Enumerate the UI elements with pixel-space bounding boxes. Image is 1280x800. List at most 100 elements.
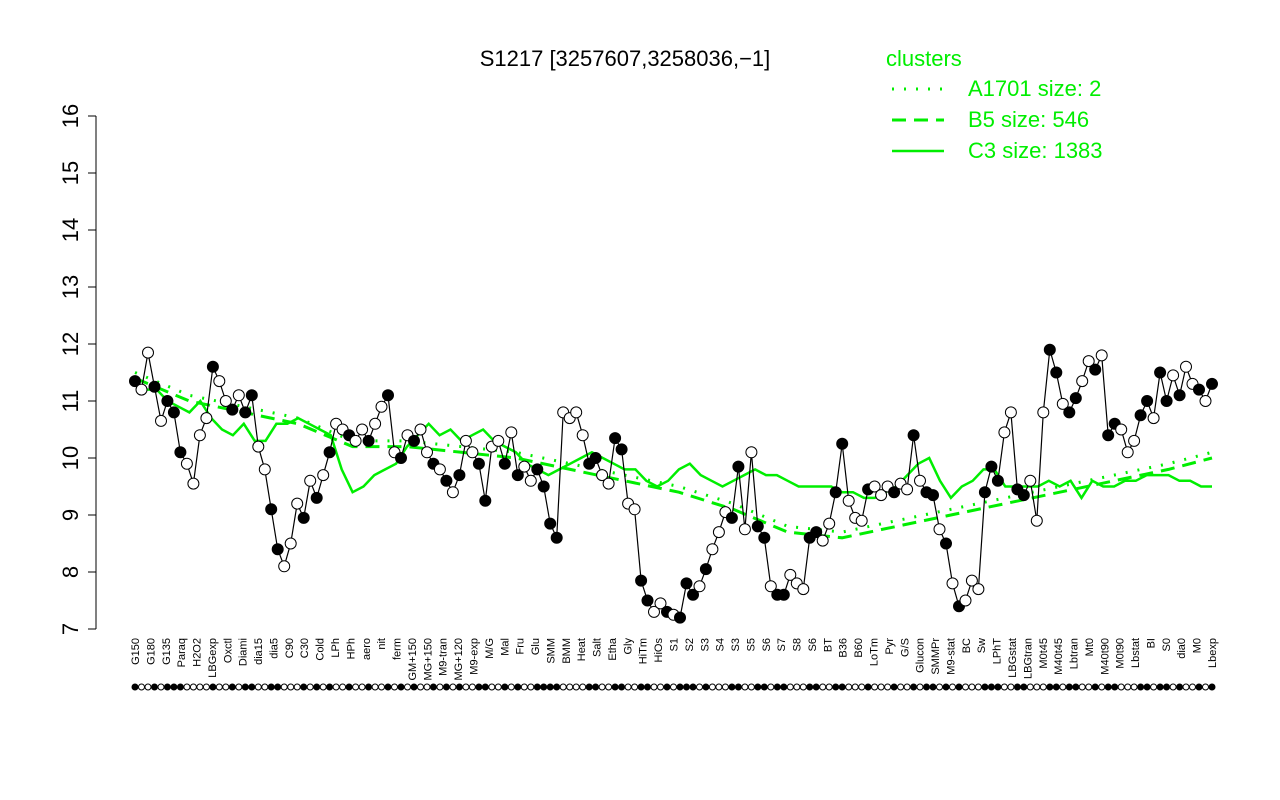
y-tick-label: 10 [58, 446, 83, 470]
x-tick-marker [689, 683, 697, 691]
x-tick-marker [1117, 683, 1125, 691]
x-tick-marker [442, 683, 450, 691]
data-point [505, 426, 518, 439]
data-point [784, 568, 797, 581]
y-tick-label: 8 [58, 566, 83, 578]
data-point [959, 594, 972, 607]
data-point [1167, 369, 1180, 382]
y-tick-label: 12 [58, 332, 83, 356]
data-point [317, 469, 330, 482]
x-tick-marker [183, 683, 191, 691]
x-tick-label: Cold [315, 638, 327, 661]
x-tick-marker [1091, 683, 1099, 691]
x-tick-marker [131, 683, 139, 691]
data-point [1128, 434, 1141, 447]
x-tick-marker [365, 683, 373, 691]
x-tick-label: Sw [976, 638, 988, 653]
data-point [232, 389, 245, 402]
x-tick-marker [332, 683, 340, 691]
x-tick-marker [306, 683, 314, 691]
x-tick-marker [319, 683, 327, 691]
x-tick-marker [449, 683, 457, 691]
series-line-solid [134, 382, 1212, 501]
x-tick-marker [605, 683, 613, 691]
x-tick-marker [144, 683, 152, 691]
data-point [1180, 360, 1192, 373]
x-tick-marker [910, 683, 918, 691]
data-point [550, 531, 563, 544]
data-point [985, 460, 998, 473]
data-point [933, 523, 946, 536]
data-point [602, 477, 615, 490]
x-tick-label: B36 [838, 638, 850, 658]
x-tick-label: M0t45 [1038, 638, 1050, 669]
x-tick-marker [1150, 683, 1158, 691]
x-tick-marker [955, 683, 963, 691]
x-tick-marker [1000, 683, 1008, 691]
x-tick-label: dia0 [1176, 638, 1188, 659]
x-tick-marker [923, 683, 930, 691]
data-point [135, 383, 148, 396]
x-tick-marker [845, 683, 853, 691]
data-point [395, 452, 407, 464]
x-tick-marker [1104, 683, 1112, 691]
gene-expression-line [134, 349, 1213, 619]
data-point [472, 457, 485, 470]
x-tick-marker [176, 683, 184, 691]
x-tick-marker [806, 683, 814, 691]
data-point [167, 406, 180, 419]
data-point [511, 469, 524, 482]
data-point [1095, 349, 1108, 362]
data-point [142, 346, 154, 359]
x-tick-marker [1026, 683, 1034, 691]
series-line-dashed [134, 376, 1213, 540]
x-tick-label: LBGexp [207, 638, 219, 678]
data-point [907, 429, 920, 442]
x-tick-marker [138, 683, 145, 691]
data-point [946, 577, 959, 590]
x-tick-marker [475, 683, 483, 691]
data-point [609, 432, 622, 445]
data-point [291, 497, 304, 510]
data-point [459, 434, 472, 447]
data-point [1043, 343, 1056, 356]
x-tick-marker [618, 683, 626, 691]
x-tick-label: C30 [299, 638, 311, 658]
data-point [206, 360, 219, 373]
data-point [1147, 412, 1160, 425]
x-tick-label: BT [822, 638, 834, 652]
data-point [1141, 395, 1154, 407]
data-point [712, 526, 725, 539]
y-tick-label: 16 [58, 104, 83, 128]
x-tick-label: Glucon [915, 638, 927, 673]
x-tick-label: Heat [576, 638, 588, 661]
data-point [239, 406, 252, 419]
x-tick-marker [553, 683, 561, 691]
data-point [680, 577, 693, 590]
x-tick-label: S3 [699, 638, 711, 651]
data-point [797, 583, 810, 596]
x-tick-marker [1052, 683, 1060, 691]
x-tick-marker [170, 683, 178, 691]
x-tick-marker [1059, 683, 1067, 691]
x-tick-label: M40t90 [1099, 638, 1111, 675]
x-tick-marker [1137, 683, 1145, 691]
data-point [421, 446, 433, 459]
data-point [725, 511, 738, 524]
data-point [129, 375, 141, 388]
x-tick-marker [702, 683, 710, 691]
data-point [1082, 355, 1095, 368]
data-point [836, 437, 849, 450]
x-tick-marker [566, 683, 574, 691]
data-point [654, 597, 667, 610]
x-tick-marker [683, 683, 690, 691]
data-point [888, 486, 901, 499]
x-tick-marker [267, 683, 275, 691]
data-point [1102, 429, 1115, 442]
x-tick-label: SMM [545, 638, 557, 664]
x-tick-marker [436, 683, 444, 691]
data-point [433, 463, 446, 476]
data-point [297, 511, 310, 524]
x-tick-marker [676, 683, 684, 691]
